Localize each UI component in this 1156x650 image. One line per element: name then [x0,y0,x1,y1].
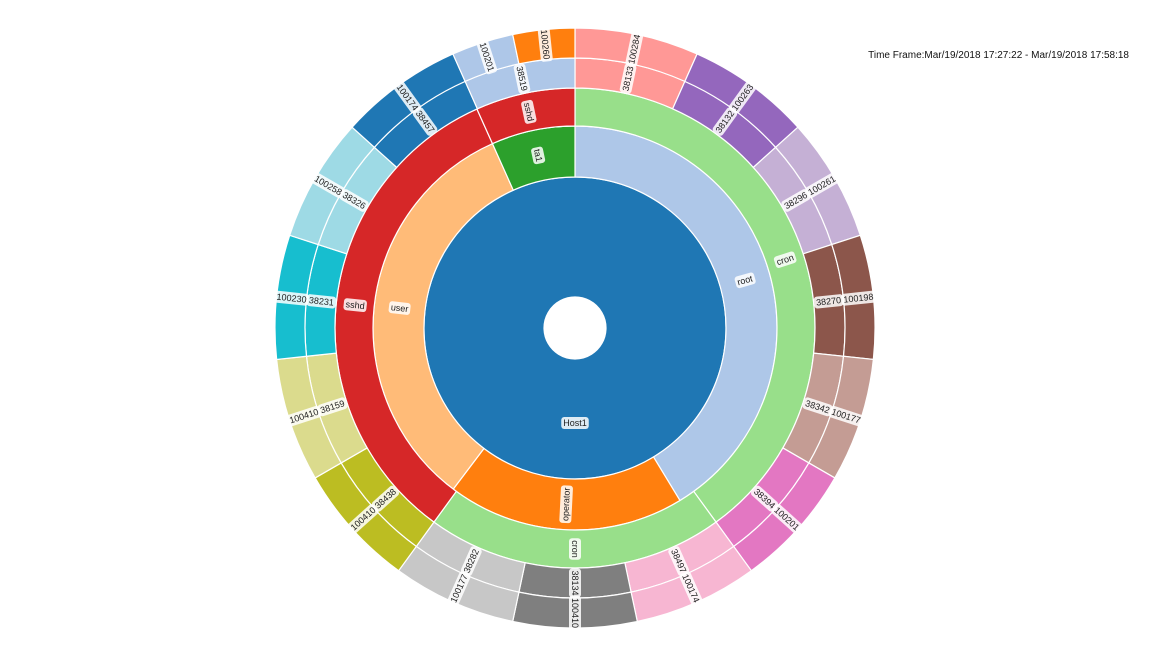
label-bg-pid-1 [712,107,738,136]
label-bg-user-3 [531,146,546,165]
label-bg-process-1 [569,538,581,560]
segment-ppid-100201-5[interactable]: 100201 [732,462,836,572]
segment-ppid-100230-11[interactable]: 100230 [274,234,319,361]
segment-pid-38519-14[interactable]: 38519 [464,57,576,110]
segment-pid-38133-0[interactable]: 38133 [574,57,686,110]
segment-pid-38134-7[interactable]: 38134 [518,562,632,599]
label-user-0: root [736,273,754,287]
segment-ppid-100174-6[interactable]: 100174 [630,545,753,623]
time-frame-label: Time Frame:Mar/19/2018 17:27:22 - Mar/19… [868,50,1129,61]
segment-pid-38270-3[interactable]: 38270 [802,243,846,357]
segment-ppid-100198-3[interactable]: 100198 [831,234,876,361]
label-bg-pid-13 [412,107,438,136]
label-bg-user-2 [388,301,411,315]
label-process-1: cron [570,540,580,558]
label-bg-pid-11 [306,294,337,309]
label-bg-ppid-9 [347,504,379,534]
label-pid-11: 38231 [308,295,334,308]
label-ppid-3: 100198 [843,292,874,305]
label-bg-pid-9 [371,485,400,512]
center-hole [544,297,606,359]
segment-ppid-100410-7[interactable]: 100410 [511,591,639,631]
label-bg-process-2 [343,298,367,312]
label-bg-user-1 [559,485,573,524]
label-bg-pid-3 [813,294,844,309]
segment-ppid-100260-15[interactable]: 100260 [511,27,576,65]
label-ppid-15: 100260 [539,29,552,60]
segment-ppid-100201-14[interactable]: 100201 [452,33,520,83]
label-bg-ppid-5 [771,504,803,534]
label-bg-pid-2 [781,189,811,212]
label-bg-ppid-15 [537,27,553,62]
label-bg-user-0 [734,272,756,289]
label-process-3: sshd [522,102,536,123]
label-bg-ppid-7 [569,595,581,631]
label-process-2: sshd [345,299,365,311]
label-bg-pid-12 [339,189,369,212]
label-pid-7: 38134 [570,570,580,595]
label-user-2: user [390,302,409,314]
label-bg-ppid-13 [393,81,422,114]
label-bg-pid-4 [802,397,833,417]
segment-ppid-100410-9[interactable]: 100410 [314,462,418,572]
label-bg-ppid-12 [311,172,345,199]
label-bg-pid-14 [513,63,531,94]
label-bg-ppid-2 [805,172,839,199]
label-user-1: operator [560,487,572,521]
label-bg-ppid-1 [728,81,757,114]
label-bg-pid-8 [460,546,482,576]
segment-ppid-100263-1[interactable]: 100263 [684,53,799,149]
label-ppid-11: 100230 [276,292,307,305]
label-pid-3: 38270 [816,295,842,308]
label-bg-ppid-3 [841,290,876,306]
label-bg-ppid-8 [447,571,471,606]
label-bg-ppid-4 [828,405,864,427]
segment-pid-38394-5[interactable]: 38394 [715,447,810,548]
label-bg-pid-0 [619,63,637,94]
label-bg-process-0 [773,251,797,268]
label-bg-ppid-0 [625,31,644,67]
segment-process-sshd-3[interactable]: sshd [476,87,576,145]
segment-ppid-100177-8[interactable]: 100177 [397,545,520,623]
label-bg-ppid-14 [476,39,498,75]
label-host-0: Host1 [563,418,587,428]
label-bg-pid-6 [668,546,690,576]
segment-user-ta1-3[interactable]: ta1 [491,125,576,191]
label-bg-ppid-6 [679,571,703,606]
label-user-3: ta1 [532,148,544,162]
label-bg-ppid-10 [286,405,322,427]
label-bg-ppid-11 [274,290,309,306]
label-bg-process-3 [521,99,537,124]
segment-ppid-100258-12[interactable]: 100258 [288,126,376,246]
label-bg-pid-5 [750,485,779,512]
label-ppid-7: 100410 [570,598,580,628]
label-bg-pid-7 [569,568,581,598]
segment-ppid-100261-2[interactable]: 100261 [774,126,862,246]
label-bg-host-0 [561,417,589,429]
segment-ppid-100177-4[interactable]: 100177 [808,355,875,479]
label-bg-pid-10 [317,397,348,417]
